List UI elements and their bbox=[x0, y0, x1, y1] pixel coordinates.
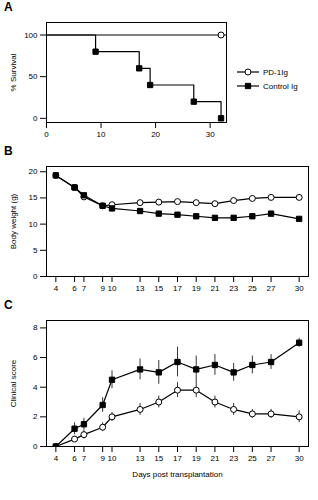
svg-text:0: 0 bbox=[33, 272, 38, 281]
svg-text:21: 21 bbox=[210, 284, 219, 293]
svg-text:6: 6 bbox=[72, 454, 77, 463]
html-text:B: B bbox=[4, 144, 13, 158]
svg-text:4: 4 bbox=[54, 454, 59, 463]
svg-text:7: 7 bbox=[82, 454, 87, 463]
svg-text:0: 0 bbox=[44, 130, 49, 139]
svg-text:15: 15 bbox=[154, 284, 163, 293]
svg-text:Days post transplantation: Days post transplantation bbox=[132, 470, 222, 479]
svg-text:20: 20 bbox=[29, 167, 38, 176]
svg-text:4: 4 bbox=[33, 383, 38, 392]
svg-text:10: 10 bbox=[108, 454, 117, 463]
svg-text:% Survival: % Survival bbox=[9, 53, 18, 91]
svg-text:17: 17 bbox=[173, 454, 182, 463]
svg-text:30: 30 bbox=[295, 284, 304, 293]
svg-text:100: 100 bbox=[24, 31, 38, 40]
svg-text:23: 23 bbox=[229, 454, 238, 463]
svg-text:15: 15 bbox=[154, 454, 163, 463]
svg-text:19: 19 bbox=[192, 284, 201, 293]
svg-text:30: 30 bbox=[206, 130, 215, 139]
svg-text:9: 9 bbox=[100, 454, 105, 463]
svg-text:6: 6 bbox=[72, 284, 77, 293]
svg-text:0: 0 bbox=[33, 114, 38, 123]
svg-text:0: 0 bbox=[33, 442, 38, 451]
svg-text:Clinical score: Clinical score bbox=[9, 359, 18, 407]
svg-text:5: 5 bbox=[33, 246, 38, 255]
html-text:PD-1Ig: PD-1Ig bbox=[263, 67, 288, 77]
svg-text:25: 25 bbox=[248, 454, 257, 463]
svg-text:10: 10 bbox=[97, 130, 106, 139]
svg-text:6: 6 bbox=[33, 353, 38, 362]
svg-text:17: 17 bbox=[173, 284, 182, 293]
html-text:A: A bbox=[4, 0, 13, 14]
svg-text:15: 15 bbox=[29, 193, 38, 202]
html-text:C: C bbox=[4, 298, 13, 312]
svg-text:20: 20 bbox=[151, 130, 160, 139]
svg-text:25: 25 bbox=[248, 284, 257, 293]
svg-text:Body weight (g): Body weight (g) bbox=[9, 193, 18, 249]
svg-text:23: 23 bbox=[229, 284, 238, 293]
svg-text:10: 10 bbox=[108, 284, 117, 293]
svg-text:7: 7 bbox=[82, 284, 87, 293]
html-text:Control Ig: Control Ig bbox=[263, 81, 298, 91]
svg-text:21: 21 bbox=[210, 454, 219, 463]
svg-text:27: 27 bbox=[267, 284, 276, 293]
svg-text:13: 13 bbox=[136, 284, 145, 293]
svg-text:27: 27 bbox=[267, 454, 276, 463]
svg-text:9: 9 bbox=[100, 284, 105, 293]
svg-text:19: 19 bbox=[192, 454, 201, 463]
svg-text:2: 2 bbox=[33, 412, 38, 421]
svg-text:50: 50 bbox=[29, 72, 38, 81]
svg-text:4: 4 bbox=[54, 284, 59, 293]
svg-text:13: 13 bbox=[136, 454, 145, 463]
svg-text:10: 10 bbox=[29, 220, 38, 229]
svg-text:30: 30 bbox=[295, 454, 304, 463]
svg-text:8: 8 bbox=[33, 323, 38, 332]
